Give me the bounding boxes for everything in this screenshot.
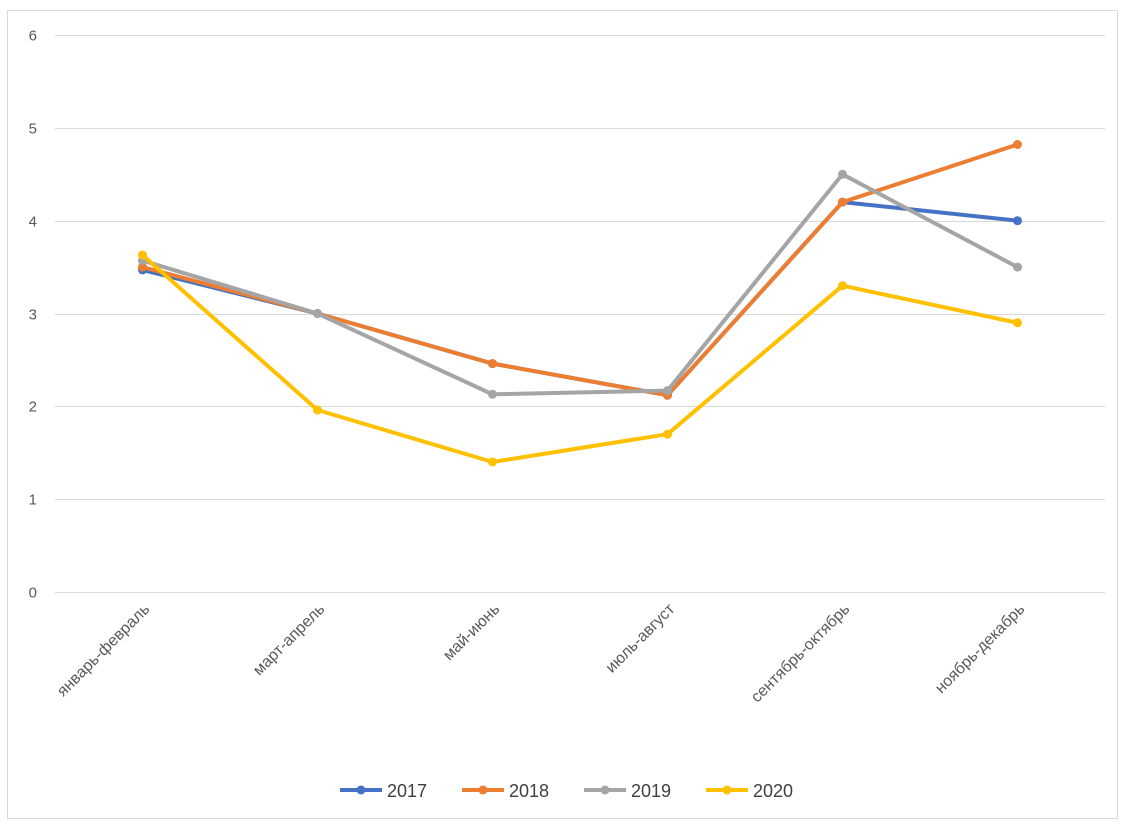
y-tick-label: 5 [29, 121, 37, 138]
data-point-2019 [838, 169, 847, 179]
y-tick-label: 6 [29, 28, 37, 45]
y-tick-label: 2 [29, 399, 37, 416]
series-layer [138, 140, 1022, 467]
data-point-2020 [313, 405, 322, 415]
series-2020 [138, 250, 1022, 467]
data-point-2020 [1013, 318, 1022, 328]
legend-swatch-marker [478, 785, 488, 795]
data-point-2019 [1013, 262, 1022, 272]
gridlines [55, 35, 1105, 593]
series-line-2019 [140, 172, 1020, 397]
legend-swatch-marker [356, 785, 366, 795]
y-tick-label: 1 [29, 492, 37, 509]
data-point-2019 [488, 389, 497, 399]
legend-label: 2019 [631, 781, 671, 801]
legend-item-2017: 2017 [340, 781, 427, 801]
legend-label: 2018 [509, 781, 549, 801]
legend-label: 2017 [387, 781, 427, 801]
data-point-2018 [138, 262, 147, 272]
legend-label: 2020 [753, 781, 793, 801]
data-point-2018 [488, 359, 497, 369]
legend: 2017 2018 2019 2020 [340, 781, 793, 801]
series-line-2020 [140, 253, 1020, 464]
y-tick-label: 0 [29, 585, 37, 602]
data-point-2017 [1013, 216, 1022, 226]
data-point-2020 [138, 250, 147, 260]
y-axis-tick-labels: 0 1 2 3 4 5 6 [29, 28, 37, 602]
chart-border [7, 10, 1118, 819]
legend-item-2019: 2019 [584, 781, 671, 801]
data-point-2020 [663, 429, 672, 439]
legend-swatch-marker [600, 785, 610, 795]
legend-item-2020: 2020 [706, 781, 793, 801]
y-tick-label: 4 [29, 214, 37, 231]
data-point-2020 [838, 281, 847, 291]
data-point-2018 [838, 197, 847, 207]
legend-item-2018: 2018 [462, 781, 549, 801]
series-2019 [138, 169, 1022, 399]
legend-swatch-marker [722, 785, 732, 795]
data-point-2019 [663, 386, 672, 396]
y-tick-label: 3 [29, 307, 37, 324]
data-point-2019 [313, 309, 322, 318]
data-point-2018 [1013, 140, 1022, 149]
data-point-2020 [488, 457, 497, 467]
